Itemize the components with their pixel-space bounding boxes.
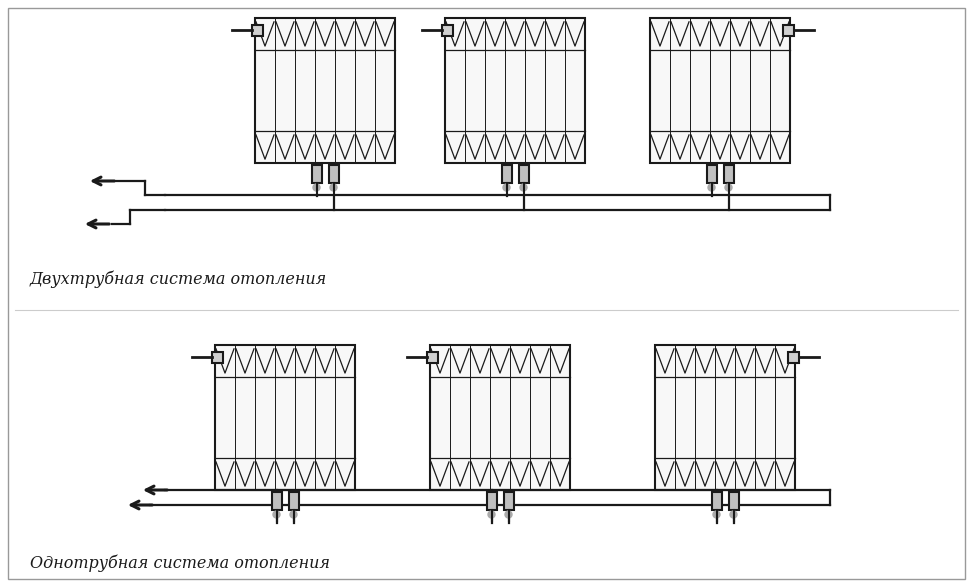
Bar (486, 492, 497, 510)
Circle shape (273, 511, 280, 518)
Bar (312, 165, 321, 183)
Bar (711, 492, 722, 510)
Circle shape (713, 511, 720, 518)
Bar (504, 492, 513, 510)
Bar (430, 345, 570, 490)
Bar (441, 25, 453, 35)
Circle shape (488, 511, 495, 518)
Bar (427, 352, 437, 363)
Bar (288, 492, 298, 510)
Bar (706, 165, 717, 183)
Circle shape (725, 184, 732, 191)
Bar (502, 165, 511, 183)
Bar (272, 492, 281, 510)
Bar (215, 345, 355, 490)
Bar (782, 25, 794, 35)
Bar (328, 165, 339, 183)
Text: Двухтрубная система отопления: Двухтрубная система отопления (30, 270, 327, 288)
Circle shape (330, 184, 337, 191)
Bar (724, 165, 733, 183)
Bar (255, 18, 395, 163)
Bar (729, 492, 738, 510)
Text: Однотрубная система отопления: Однотрубная система отопления (30, 555, 330, 572)
Circle shape (290, 511, 297, 518)
Circle shape (503, 184, 510, 191)
Bar (518, 165, 529, 183)
Bar (445, 18, 585, 163)
Circle shape (708, 184, 715, 191)
Bar (655, 345, 795, 490)
Circle shape (730, 511, 737, 518)
Circle shape (505, 511, 512, 518)
Circle shape (313, 184, 320, 191)
Bar (788, 352, 799, 363)
Bar (650, 18, 790, 163)
Circle shape (520, 184, 527, 191)
Bar (211, 352, 222, 363)
Bar (251, 25, 263, 35)
